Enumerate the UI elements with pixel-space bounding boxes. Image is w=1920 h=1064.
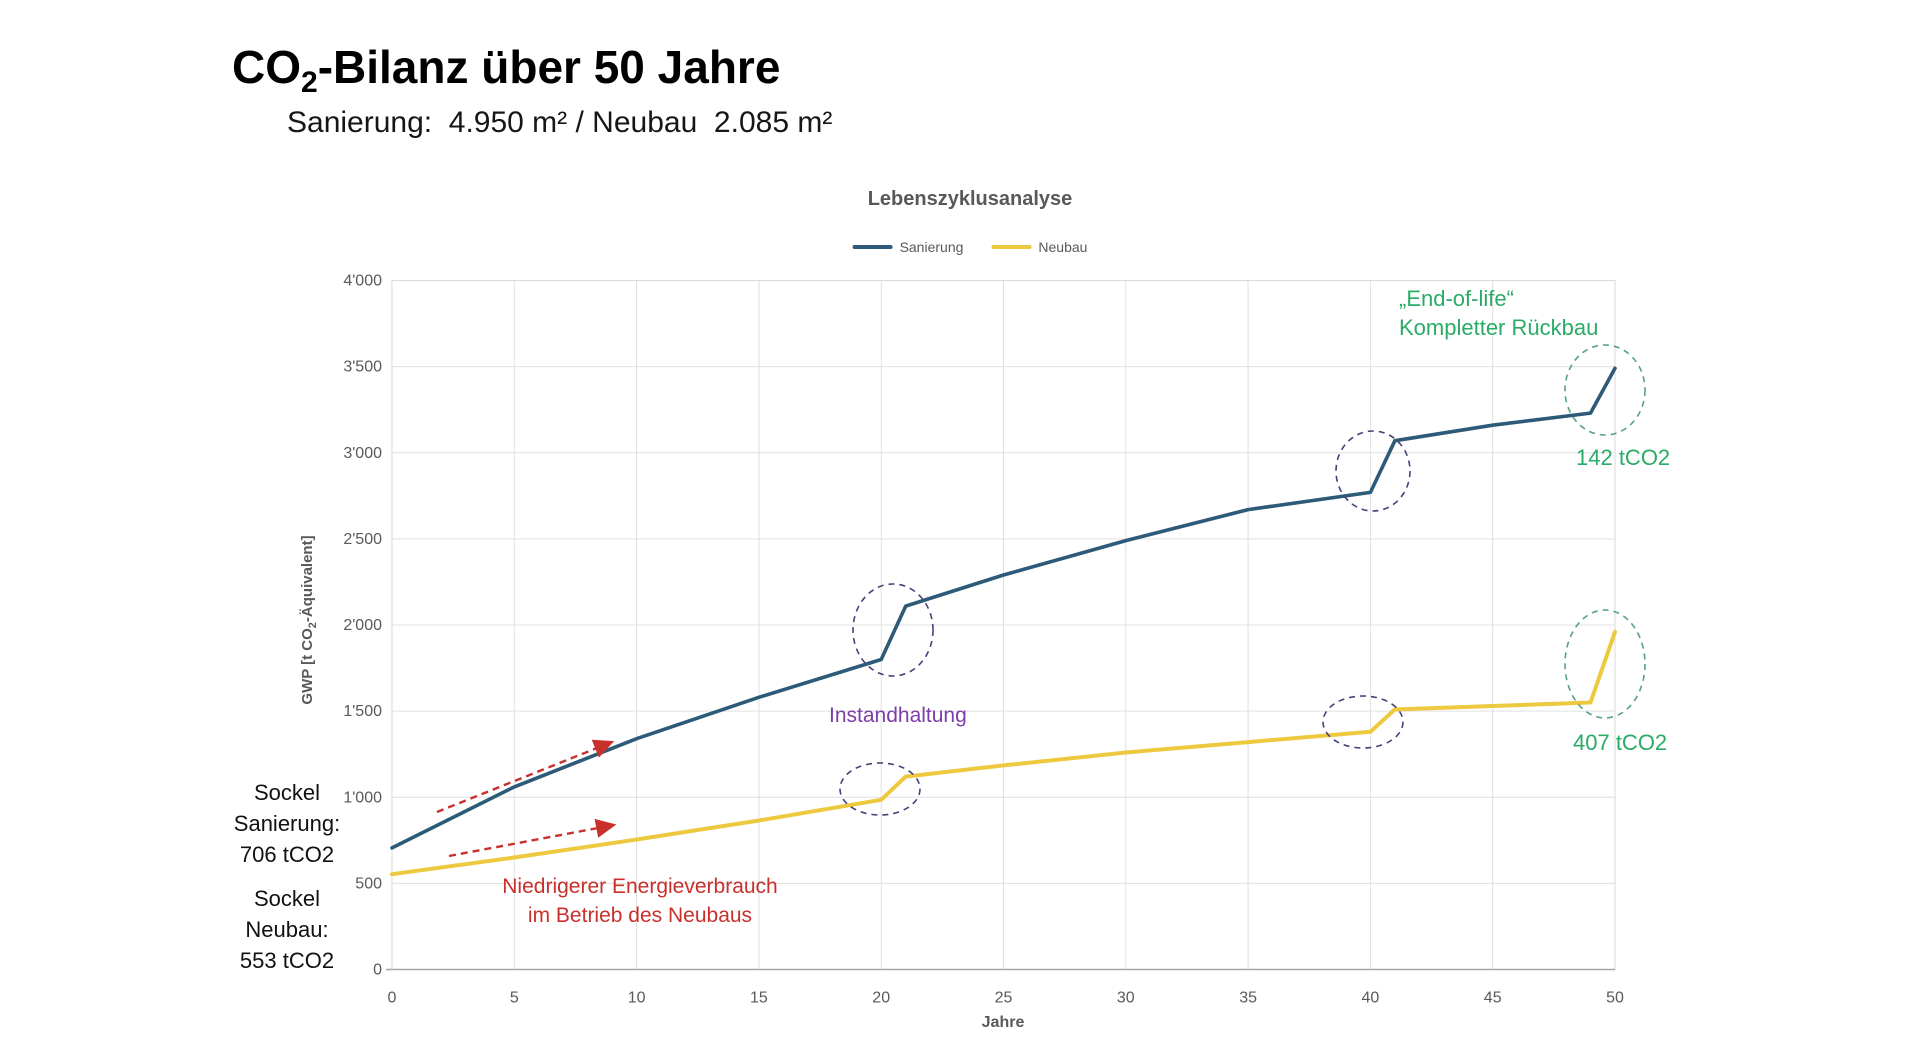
annotation-sockel-neubau: Sockel Neubau: 553 tCO2 [239,886,335,973]
x-tick-label: 45 [1484,990,1502,1007]
legend-item-sanierung: Sanierung [852,239,964,255]
x-tick-label: 20 [872,990,890,1007]
x-tick-label: 10 [628,990,646,1007]
page-title-subscript: 2 [301,66,318,99]
x-axis-title: Jahre [981,1014,1025,1031]
x-tick-label: 0 [388,990,397,1007]
annotation-arrow [448,818,617,858]
y-tick-label: 0 [373,962,382,979]
series-line-neubau [390,629,1617,877]
y-tick-label: 3'000 [343,445,382,462]
page-title-prefix: CO [232,41,301,93]
annotation-circle [852,583,934,677]
annotation-circle [1564,344,1646,436]
y-tick-label: 2'500 [343,531,382,548]
y-tick-label: 3'500 [343,359,382,376]
annotation-energy-savings: Niedrigerer Energieverbrauch im Betrieb … [502,875,778,927]
annotation-circle [1322,695,1404,749]
x-tick-label: 35 [1239,990,1257,1007]
annotation-circle [1564,609,1646,719]
annotation-sockel-sanierung: Sockel Sanierung: 706 tCO2 [233,780,341,867]
legend-swatch-sanierung [852,245,893,249]
y-tick-label: 1'000 [343,789,382,806]
legend-label-neubau: Neubau [1038,239,1088,255]
chart-title: Lebenszyklusanalyse [867,188,1073,210]
subtitle-areas: Sanierung: 4.950 m² / Neubau 2.085 m² [287,106,833,139]
x-tick-label: 5 [510,990,519,1007]
page-title: CO2-Bilanz über 50 Jahre [232,40,780,100]
annotation-arrow [436,739,615,814]
annotation-eol-value-neubau: 407 tCO2 [1573,730,1668,755]
chart-legend: Sanierung Neubau [852,239,1087,255]
legend-label-sanierung: Sanierung [899,239,964,255]
annotation-circle [839,762,921,816]
annotation-eol-value-sanierung: 142 tCO2 [1576,445,1671,470]
page-title-suffix: -Bilanz über 50 Jahre [317,41,781,93]
y-tick-label: 1'500 [343,703,382,720]
x-tick-label: 30 [1117,990,1135,1007]
legend-item-neubau: Neubau [991,239,1087,255]
x-tick-label: 15 [750,990,768,1007]
x-tick-label: 40 [1362,990,1380,1007]
legend-swatch-neubau [991,245,1032,249]
annotation-circle [1335,430,1411,512]
annotation-end-of-life: „End-of-life“ Kompletter Rückbau [1399,286,1599,340]
x-tick-label: 50 [1606,990,1624,1007]
y-tick-label: 500 [355,875,382,892]
y-tick-label: 4'000 [343,273,382,290]
series-line-sanierung [390,366,1617,850]
x-tick-label: 25 [995,990,1013,1007]
y-tick-label: 2'000 [343,617,382,634]
annotation-instandhaltung: Instandhaltung [829,704,967,727]
